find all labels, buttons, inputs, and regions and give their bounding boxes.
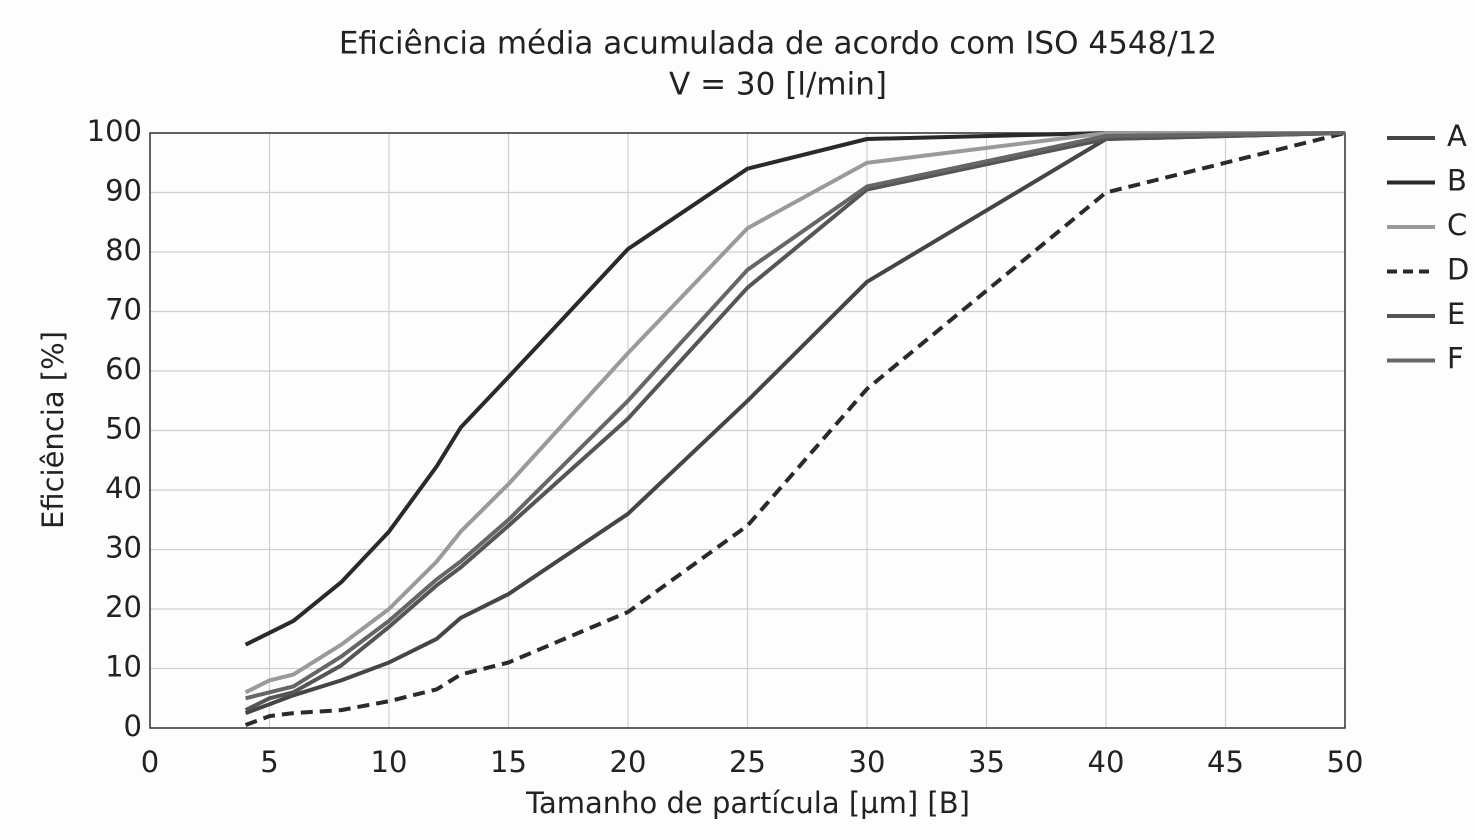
y-tick-label: 40 (105, 471, 142, 505)
legend-label: A (1447, 119, 1467, 153)
y-tick-label: 30 (105, 531, 142, 565)
legend-label: D (1447, 253, 1469, 287)
x-tick-label: 20 (610, 745, 647, 779)
y-tick-label: 100 (87, 114, 142, 148)
plot-frame (149, 132, 1346, 729)
y-tick-label: 90 (105, 174, 142, 208)
x-tick-label: 0 (141, 745, 159, 779)
x-tick-label: 5 (260, 745, 278, 779)
chart-subtitle: V = 30 [l/min] (669, 67, 887, 103)
data-line (244, 131, 1345, 695)
y-tick-label: 70 (105, 293, 142, 327)
data-line (245, 131, 1346, 701)
y-tick-label: 50 (105, 412, 142, 446)
data-line (244, 131, 1346, 727)
data-line (244, 131, 1346, 712)
x-axis-label: Tamanho de partícula [µm] [B] (525, 786, 970, 820)
y-tick-label: 60 (105, 352, 142, 386)
x-tick-label: 35 (968, 745, 1005, 779)
chart-title: Eficiência média acumulada de acordo com… (339, 26, 1217, 62)
legend-label: F (1447, 342, 1464, 376)
data-line (244, 131, 1345, 647)
legend-label: C (1447, 208, 1467, 242)
x-tick-label: 25 (729, 745, 766, 779)
y-axis-label: Eficiência [%] (36, 331, 70, 529)
y-tick-label: 0 (124, 709, 142, 743)
y-tick-label: 10 (105, 650, 142, 684)
x-tick-label: 15 (490, 745, 527, 779)
y-tick-label: 20 (105, 590, 142, 624)
x-tick-label: 40 (1088, 745, 1125, 779)
x-tick-label: 30 (849, 745, 886, 779)
x-tick-label: 50 (1327, 745, 1364, 779)
legend-label: E (1447, 297, 1465, 331)
x-tick-label: 10 (371, 745, 408, 779)
x-tick-label: 45 (1207, 745, 1244, 779)
y-tick-label: 80 (105, 233, 142, 267)
data-line (244, 131, 1346, 715)
legend-label: B (1447, 164, 1467, 198)
